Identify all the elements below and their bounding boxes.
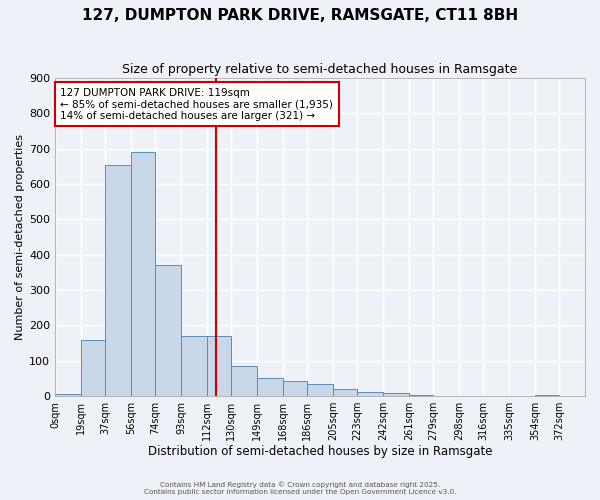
Bar	[55, 394, 81, 396]
Bar	[155, 266, 181, 396]
Bar	[232, 366, 257, 396]
Bar	[333, 389, 358, 396]
Text: 127 DUMPTON PARK DRIVE: 119sqm
← 85% of semi-detached houses are smaller (1,935): 127 DUMPTON PARK DRIVE: 119sqm ← 85% of …	[61, 88, 334, 121]
Bar	[207, 336, 232, 396]
Bar	[283, 382, 307, 396]
Bar	[307, 384, 333, 396]
Text: Contains HM Land Registry data © Crown copyright and database right 2025.
Contai: Contains HM Land Registry data © Crown c…	[144, 482, 456, 495]
Bar	[257, 378, 283, 396]
Y-axis label: Number of semi-detached properties: Number of semi-detached properties	[15, 134, 25, 340]
Bar	[358, 392, 383, 396]
Title: Size of property relative to semi-detached houses in Ramsgate: Size of property relative to semi-detach…	[122, 62, 518, 76]
Bar	[181, 336, 207, 396]
Bar	[105, 164, 131, 396]
X-axis label: Distribution of semi-detached houses by size in Ramsgate: Distribution of semi-detached houses by …	[148, 444, 493, 458]
Bar	[383, 392, 409, 396]
Bar	[81, 340, 105, 396]
Bar	[131, 152, 155, 396]
Text: 127, DUMPTON PARK DRIVE, RAMSGATE, CT11 8BH: 127, DUMPTON PARK DRIVE, RAMSGATE, CT11 …	[82, 8, 518, 22]
